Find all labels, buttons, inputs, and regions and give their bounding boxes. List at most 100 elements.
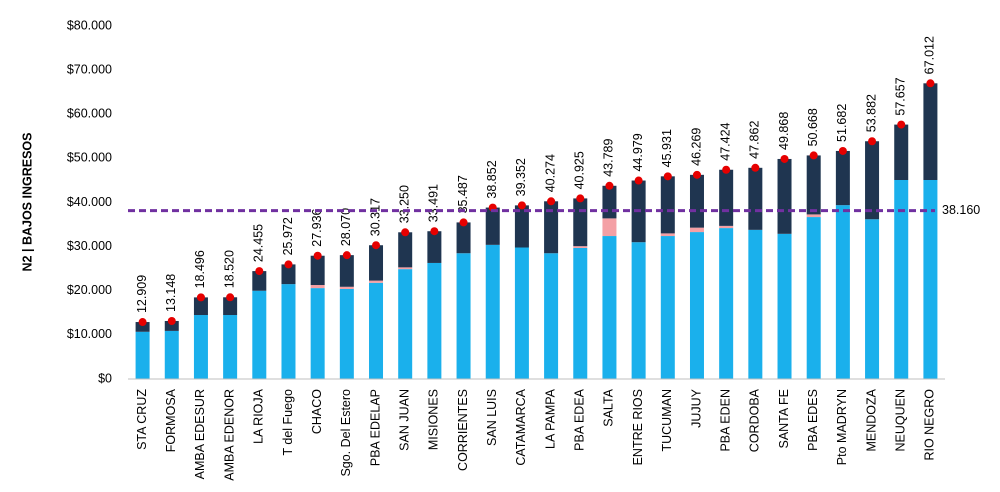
bar-segment — [602, 185, 617, 219]
bar-segment — [310, 285, 325, 289]
x-tick-label: SAN LUIS — [485, 389, 499, 446]
value-label: 18.520 — [222, 250, 236, 288]
bar-segment — [369, 282, 384, 379]
x-tick-label: SAN JUAN — [397, 389, 411, 451]
total-marker — [576, 194, 585, 203]
bar-segment — [398, 269, 413, 379]
x-tick-label: RIO NEGRO — [923, 389, 937, 461]
bar-segment — [369, 280, 384, 283]
total-marker — [809, 151, 818, 160]
bar-segment — [427, 262, 442, 379]
total-marker — [138, 318, 147, 327]
value-label: 39.352 — [514, 158, 528, 196]
total-marker — [926, 79, 935, 88]
y-tick-label: $10.000 — [67, 327, 112, 341]
value-label: 28.070 — [339, 208, 353, 246]
value-label: 50.668 — [806, 108, 820, 146]
bar-segment — [865, 219, 880, 379]
value-label: 51.682 — [835, 104, 849, 142]
bar-segment — [573, 198, 588, 247]
x-tick-label: MENDOZA — [864, 388, 878, 451]
x-tick-label: MISIONES — [427, 389, 441, 450]
x-tick-label: ENTRE RIOS — [631, 389, 645, 465]
bar-segment — [719, 225, 734, 229]
value-label: 30.317 — [368, 198, 382, 236]
x-tick-label: AMBA EDENOR — [222, 389, 236, 481]
bar-segment — [456, 253, 471, 379]
total-marker — [255, 267, 264, 276]
bar-segment — [777, 158, 792, 234]
value-label: 57.657 — [894, 77, 908, 115]
y-tick-label: $30.000 — [67, 239, 112, 253]
bar-segment — [865, 141, 880, 220]
x-tick-label: SALTA — [602, 388, 616, 426]
x-tick-label: LA RIOJA — [252, 388, 266, 444]
value-label: 40.925 — [573, 151, 587, 189]
bar-segment — [923, 83, 938, 180]
bar-segment — [719, 228, 734, 379]
total-marker — [226, 293, 235, 302]
bar-segment — [514, 247, 529, 379]
bar-segment — [485, 207, 500, 245]
x-tick-label: STA CRUZ — [135, 389, 149, 450]
bar-segment — [223, 297, 238, 316]
bar-segment — [806, 217, 821, 379]
bar-segment — [398, 232, 413, 268]
value-label: 53.882 — [864, 94, 878, 132]
bar-segment — [514, 205, 529, 248]
total-marker — [284, 260, 293, 269]
total-marker — [838, 146, 847, 155]
x-tick-label: Sgo. Del Estero — [339, 389, 353, 477]
bar-segment — [835, 150, 850, 206]
value-label: 49.868 — [777, 112, 791, 150]
value-label: 33.491 — [427, 184, 441, 222]
total-marker — [372, 241, 381, 250]
value-label: 25.972 — [281, 217, 295, 255]
x-tick-label: AMBA EDESUR — [193, 389, 207, 479]
bar-segment — [660, 233, 675, 237]
bar-segment — [164, 330, 179, 379]
bar-segment — [339, 255, 354, 287]
x-tick-label: Pto MADRYN — [835, 389, 849, 465]
x-tick-label: CORDOBA — [748, 388, 762, 452]
bar-segment — [806, 214, 821, 218]
bar-segment — [544, 253, 559, 379]
bar-segment — [369, 245, 384, 281]
x-tick-label: CHACO — [310, 389, 324, 434]
bar-segment — [689, 227, 704, 233]
bar-segment — [281, 264, 296, 285]
total-marker — [634, 176, 643, 185]
bar-segment — [135, 331, 150, 379]
x-tick-label: NEUQUEN — [894, 389, 908, 452]
bar-segment — [894, 124, 909, 180]
bar-segment — [660, 236, 675, 379]
x-tick-label: PBA EDES — [806, 389, 820, 451]
bar-segment — [660, 176, 675, 234]
value-label: 24.455 — [252, 224, 266, 262]
total-marker — [780, 154, 789, 163]
total-marker — [401, 228, 410, 237]
x-tick-label: PBA EDEN — [718, 389, 732, 452]
bar-segment — [573, 247, 588, 379]
bar-segment — [719, 169, 734, 226]
bar-segment — [252, 290, 267, 379]
bar-segment — [748, 229, 763, 379]
total-marker — [313, 251, 322, 260]
total-marker — [722, 165, 731, 174]
y-tick-label: $50.000 — [67, 151, 112, 165]
total-marker — [547, 197, 556, 206]
bar-segment — [777, 233, 792, 379]
total-marker — [663, 172, 672, 181]
value-label: 67.012 — [923, 36, 937, 74]
bar-segment — [485, 244, 500, 379]
bar-segment — [164, 320, 179, 331]
total-marker — [605, 181, 614, 190]
bar-segment — [835, 205, 850, 379]
bar-segment — [456, 222, 471, 254]
total-marker — [342, 251, 351, 260]
bar-segment — [573, 246, 588, 248]
y-tick-label: $80.000 — [67, 18, 112, 32]
x-tick-label: JUJUY — [689, 388, 703, 428]
x-tick-label: SANTA FE — [777, 389, 791, 449]
